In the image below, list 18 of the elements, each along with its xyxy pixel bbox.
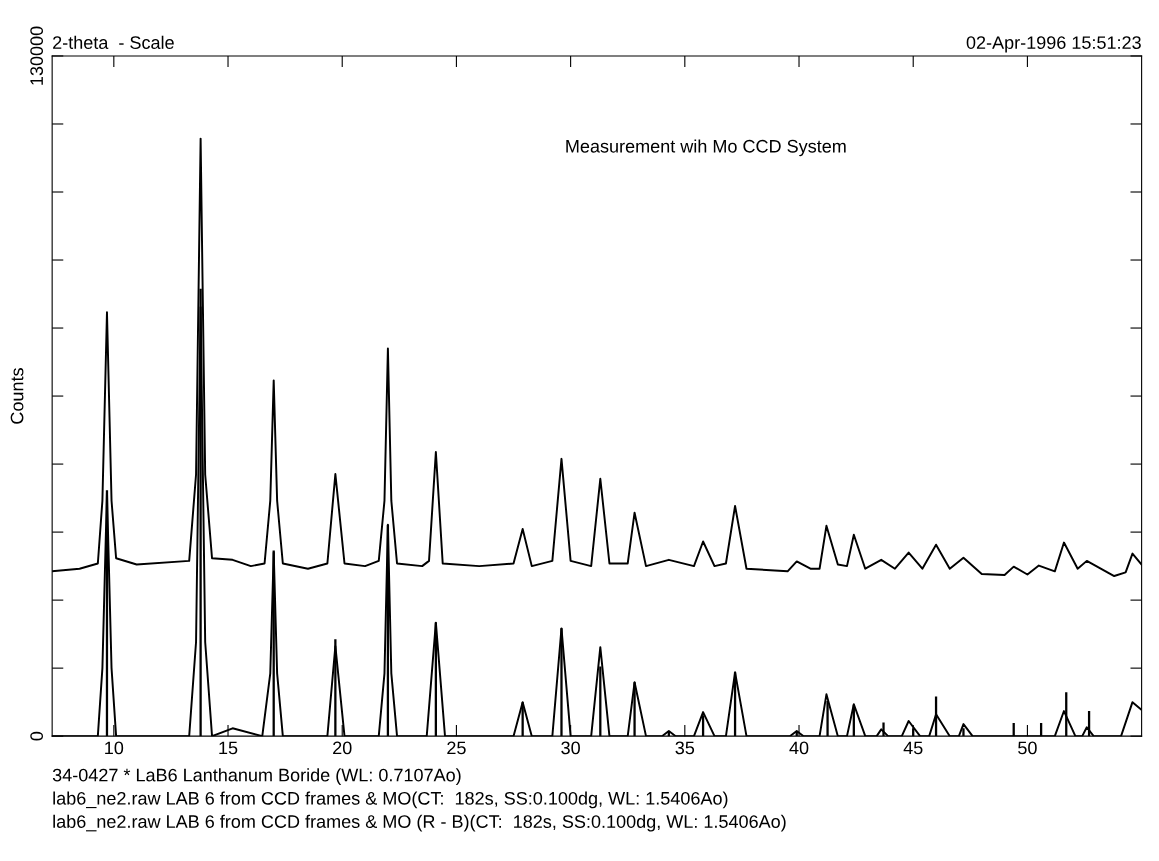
x-axis-title: 2-theta - Scale (53, 35, 174, 49)
x-tick-label: 45 (903, 741, 923, 755)
x-tick-label: 15 (219, 741, 238, 755)
y-axis-title: Counts (10, 368, 24, 424)
text: lab6_ne2.raw LAB 6 from CCD frames & MO (R - B)(CT: 182s, SS:0.100dg, WL: 1.5406Ao) (53, 814, 786, 832)
y-tick-label: 0 (30, 731, 44, 741)
x-tick-label: 20 (333, 741, 352, 755)
y-tick-label: 130000 (30, 26, 44, 85)
x-tick-label: 25 (447, 741, 466, 755)
text: lab6_ne2.raw LAB 6 from CCD frames & MO(CT: 182s, SS:0.100dg, WL: 1.5406Ao) (53, 791, 728, 809)
chart-subtitle: 02-Apr-1996 15:51:23 (966, 36, 1141, 53)
text: 34-0427 * LaB6 Lanthanum Boride (WL: 0.7107Ao) (52, 768, 461, 786)
annotation: Measurement wih Mo CCD System (566, 139, 846, 157)
x-tick-label: 10 (105, 741, 124, 755)
x-tick-label: 30 (561, 741, 580, 755)
x-tick-label: 35 (675, 741, 695, 755)
x-tick-label: 50 (1018, 741, 1037, 755)
x-tick-label: 40 (789, 741, 809, 755)
